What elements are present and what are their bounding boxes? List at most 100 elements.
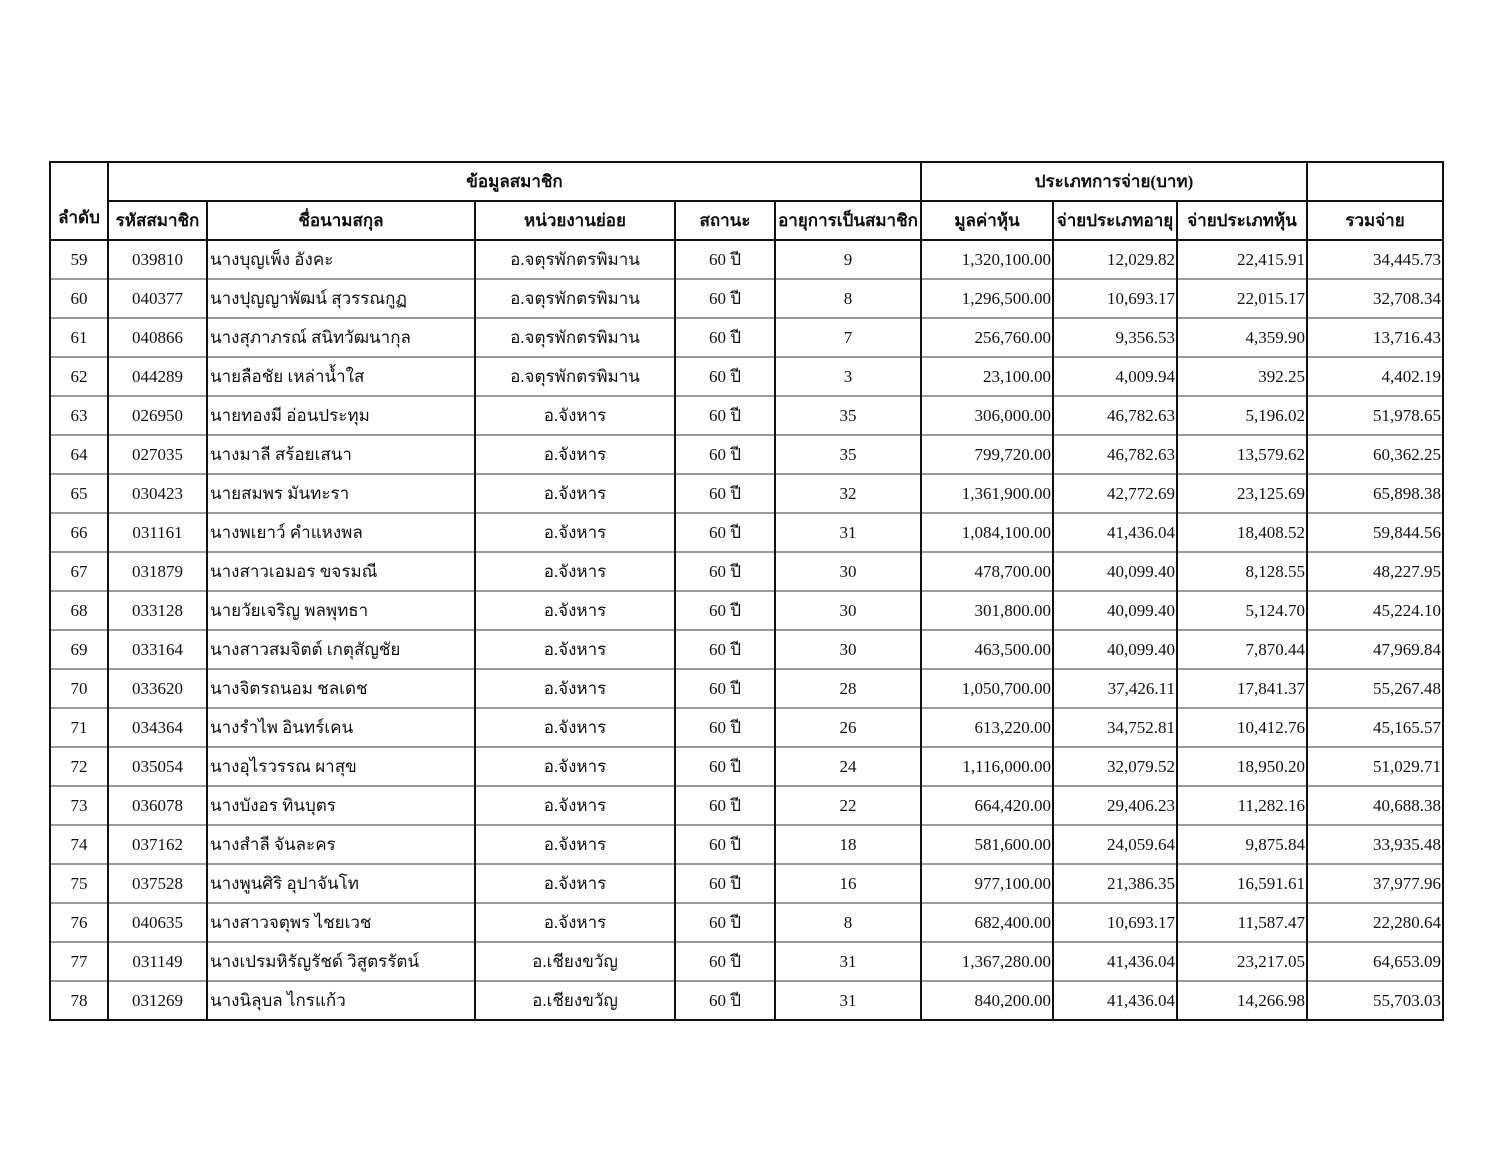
cell-total: 55,703.03 [1306,980,1444,1021]
table-row: 69 033164 นางสาวสมจิตต์ เกตุสัญชัย อ.จังหาร… [49,629,1444,669]
cell-membership-years: 30 [774,551,922,591]
cell-membership-years: 31 [774,512,922,552]
cell-membership-years: 22 [774,785,922,825]
header-row-columns: รหัสสมาชิก ชื่อนามสกุล หน่วยงานย่อย สถาน… [50,200,1444,241]
cell-share-payment: 17,841.37 [1176,668,1308,708]
cell-share-value: 306,000.00 [920,395,1054,435]
cell-share-value: 23,100.00 [920,356,1054,396]
cell-share-value: 463,500.00 [920,629,1054,669]
header-group-payment: ประเภทการจ่าย(บาท) [920,161,1308,202]
cell-status: 60 ปี [674,356,776,396]
cell-membership-years: 32 [774,473,922,513]
cell-share-payment: 16,591.61 [1176,863,1308,903]
cell-status: 60 ปี [674,395,776,435]
table-row: 62 044289 นายลือชัย เหล่าน้ำใส อ.จตุรพักตรพ… [49,356,1444,396]
cell-no: 75 [49,863,109,903]
cell-unit: อ.จังหาร [474,863,676,903]
cell-age-payment: 41,436.04 [1052,980,1178,1021]
table-row: 72 035054 นางอุไรวรรณ ผาสุข อ.จังหาร 60 ปี 24… [49,746,1444,786]
cell-membership-years: 30 [774,629,922,669]
cell-share-value: 1,084,100.00 [920,512,1054,552]
cell-total: 37,977.96 [1306,863,1444,903]
cell-name: นายสมพร มันทะรา [206,473,476,513]
cell-total: 48,227.95 [1306,551,1444,591]
cell-status: 60 ปี [674,317,776,357]
cell-member-id: 034364 [107,707,208,747]
table-row: 74 037162 นางสำลี จันละคร อ.จังหาร 60 ปี 18 58… [49,824,1444,864]
cell-age-payment: 32,079.52 [1052,746,1178,786]
cell-no: 63 [49,395,109,435]
table-body: 59 039810 นางบุญเพ็ง อังคะ อ.จตุรพักตรพิมาน… [49,239,1444,1021]
cell-share-payment: 10,412.76 [1176,707,1308,747]
cell-share-value: 256,760.00 [920,317,1054,357]
cell-member-id: 027035 [107,434,208,474]
cell-share-value: 301,800.00 [920,590,1054,630]
cell-no: 72 [49,746,109,786]
cell-status: 60 ปี [674,746,776,786]
cell-member-id: 031879 [107,551,208,591]
cell-no: 67 [49,551,109,591]
cell-membership-years: 9 [774,239,922,279]
cell-age-payment: 42,772.69 [1052,473,1178,513]
cell-age-payment: 24,059.64 [1052,824,1178,864]
cell-age-payment: 37,426.11 [1052,668,1178,708]
table-row: 76 040635 นางสาวจตุพร ไชยเวช อ.จังหาร 60 ปี 8… [49,902,1444,942]
cell-member-id: 039810 [107,239,208,279]
cell-status: 60 ปี [674,902,776,942]
header-age-payment: จ่ายประเภทอายุ [1052,200,1178,241]
cell-unit: อ.จังหาร [474,473,676,513]
header-share-payment: จ่ายประเภทหุ้น [1176,200,1308,241]
cell-share-payment: 5,196.02 [1176,395,1308,435]
header-no: ลำดับ [49,161,109,241]
cell-share-payment: 392.25 [1176,356,1308,396]
header-member-id: รหัสสมาชิก [107,200,208,241]
table-row: 73 036078 นางบังอร ทินบุตร อ.จังหาร 60 ปี 22 6… [49,785,1444,825]
cell-no: 64 [49,434,109,474]
cell-age-payment: 40,099.40 [1052,590,1178,630]
table-row: 67 031879 นางสาวเอมอร ขจรมณี อ.จังหาร 60 ปี 3… [49,551,1444,591]
header-membership-years: อายุการเป็นสมาชิก [774,200,922,241]
cell-age-payment: 34,752.81 [1052,707,1178,747]
cell-no: 77 [49,941,109,981]
cell-total: 51,029.71 [1306,746,1444,786]
cell-share-value: 581,600.00 [920,824,1054,864]
cell-unit: อ.จตุรพักตรพิมาน [474,317,676,357]
cell-membership-years: 35 [774,434,922,474]
cell-total: 33,935.48 [1306,824,1444,864]
cell-no: 73 [49,785,109,825]
cell-name: นางสุภาภรณ์ สนิทวัฒนากุล [206,317,476,357]
cell-unit: อ.จังหาร [474,590,676,630]
cell-status: 60 ปี [674,239,776,279]
cell-name: นายลือชัย เหล่าน้ำใส [206,356,476,396]
table-row: 60 040377 นางปุญญาพัฒน์ สุวรรณกูฏ อ.จตุรพัก… [49,278,1444,318]
cell-age-payment: 4,009.94 [1052,356,1178,396]
table-row: 61 040866 นางสุภาภรณ์ สนิทวัฒนากุล อ.จตุรพั… [49,317,1444,357]
cell-share-value: 1,367,280.00 [920,941,1054,981]
cell-no: 74 [49,824,109,864]
cell-member-id: 040635 [107,902,208,942]
cell-no: 70 [49,668,109,708]
cell-name: นายทองมี อ่อนประทุม [206,395,476,435]
cell-name: นางบุญเพ็ง อังคะ [206,239,476,279]
cell-unit: อ.จังหาร [474,551,676,591]
cell-name: นางอุไรวรรณ ผาสุข [206,746,476,786]
cell-name: นายวัยเจริญ พลพุทธา [206,590,476,630]
cell-name: นางสาวเอมอร ขจรมณี [206,551,476,591]
cell-member-id: 026950 [107,395,208,435]
cell-member-id: 040377 [107,278,208,318]
cell-status: 60 ปี [674,590,776,630]
cell-age-payment: 29,406.23 [1052,785,1178,825]
cell-no: 76 [49,902,109,942]
cell-share-value: 1,050,700.00 [920,668,1054,708]
cell-no: 71 [49,707,109,747]
table-row: 65 030423 นายสมพร มันทะรา อ.จังหาร 60 ปี 32 1,… [49,473,1444,513]
cell-age-payment: 46,782.63 [1052,434,1178,474]
cell-membership-years: 3 [774,356,922,396]
cell-share-value: 1,320,100.00 [920,239,1054,279]
cell-membership-years: 31 [774,980,922,1021]
cell-member-id: 033128 [107,590,208,630]
cell-unit: อ.จังหาร [474,785,676,825]
table-row: 71 034364 นางรำไพ อินทร์เคน อ.จังหาร 60 ปี 26… [49,707,1444,747]
cell-unit: อ.เชียงขวัญ [474,941,676,981]
cell-membership-years: 31 [774,941,922,981]
